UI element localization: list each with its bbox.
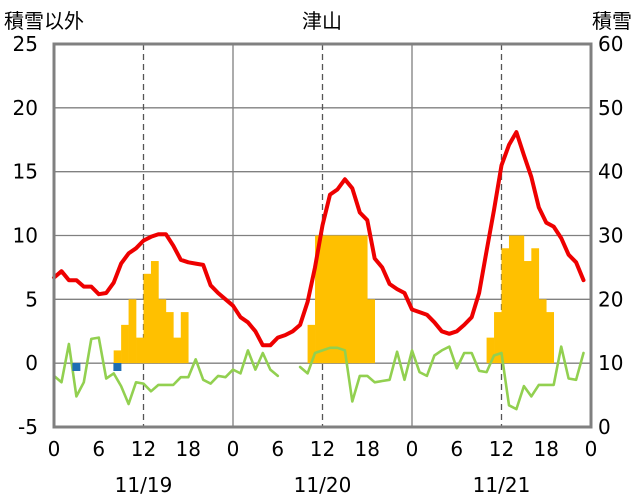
precip-bar [337,235,346,364]
precip-bar [173,337,182,364]
x-tick-label: 0 [585,437,598,461]
x-tick-label: 18 [355,437,380,461]
precip-bar [486,337,495,364]
precip-bar [344,235,353,364]
x-tick-label: 0 [406,437,419,461]
precip-bar [322,235,331,364]
x-tick-label: 0 [48,437,61,461]
precip-bar [352,235,361,364]
plot-frame [52,42,593,429]
left-tick-label: -5 [18,415,38,439]
precip-bar [121,324,129,364]
wind-line [52,336,585,411]
chart-title: 津山 [302,9,342,33]
precip-bar [501,248,510,364]
precip-bars [113,235,555,364]
left-axis-label: 積雪以外 [4,9,84,33]
left-tick-label: 0 [25,351,38,375]
precip-bar [359,235,368,364]
x-tick-label: 12 [131,437,156,461]
x-tick-label: 18 [176,437,201,461]
precip-bar [329,235,338,364]
precip-bar [523,261,532,364]
precip-bar [158,299,167,364]
series-marker [113,362,122,371]
precip-bar [128,299,137,364]
precip-bar [180,312,189,364]
left-tick-labels: -5 0 5 10 15 20 25 [13,32,38,439]
date-label: 11/20 [294,473,352,497]
precip-bar [113,350,122,364]
left-tick-label: 25 [13,32,38,56]
x-tick-label: 0 [227,437,240,461]
x-tick-label: 12 [310,437,335,461]
temperature-line [52,130,586,348]
x-tick-label: 18 [534,437,559,461]
precip-bar [508,235,517,364]
x-tick-label: 6 [450,437,463,461]
right-tick-label: 0 [598,415,611,439]
x-tick-labels: 0 6 12 18 0 6 12 18 0 6 12 18 0 [48,437,598,461]
right-tick-label: 60 [598,32,623,56]
precip-bar [538,299,547,364]
right-axis-label: 積雪 [592,9,632,33]
x-tick-label: 6 [271,437,284,461]
date-label: 11/19 [115,473,173,497]
date-label: 11/21 [473,473,531,497]
date-labels: 11/19 11/20 11/21 [115,473,531,497]
precip-bar [494,312,502,364]
right-tick-labels: 0 10 20 30 40 50 60 [598,32,623,439]
precip-bar [307,324,316,364]
precip-bar [315,235,323,364]
right-tick-label: 40 [598,160,623,184]
precip-bar [136,337,144,364]
left-tick-label: 10 [13,224,38,248]
series-marker [72,362,81,371]
left-tick-label: 5 [25,287,38,311]
precip-bar [143,273,152,364]
precip-bar [546,312,555,364]
precip-bar [367,299,376,364]
precip-bar [165,312,174,364]
left-tick-label: 20 [13,96,38,120]
precip-bar [516,235,525,364]
x-tick-label: 6 [92,437,105,461]
precip-bar [150,261,159,364]
series-markers [72,362,122,371]
x-tick-label: 12 [489,437,514,461]
right-tick-label: 50 [598,96,623,120]
series-lines [52,130,586,411]
right-tick-label: 10 [598,351,623,375]
left-tick-label: 15 [13,160,38,184]
precip-bar [531,248,540,364]
right-tick-label: 20 [598,287,623,311]
right-tick-label: 30 [598,224,623,248]
